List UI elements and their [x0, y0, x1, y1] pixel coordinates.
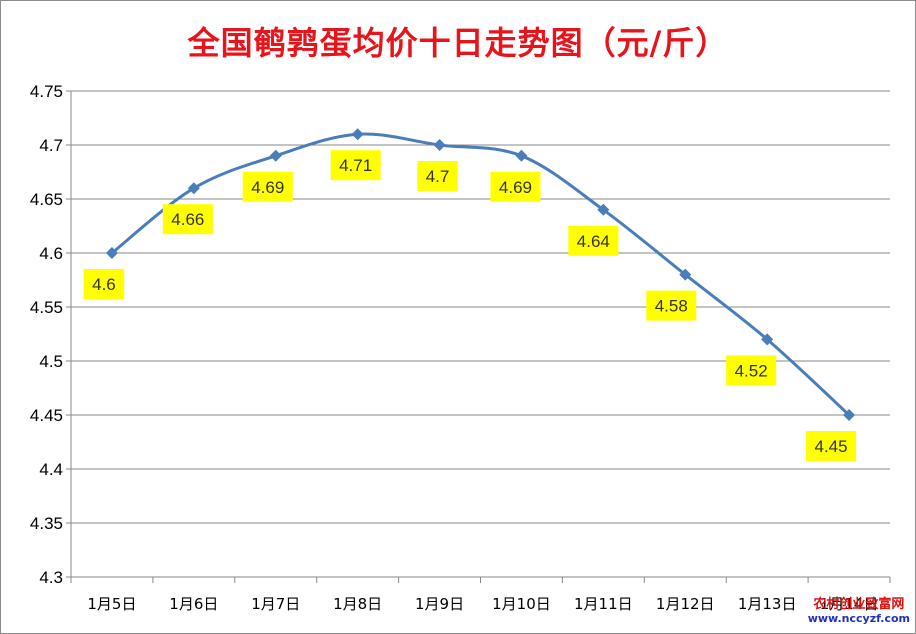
data-label: 4.6 — [92, 275, 116, 294]
data-point — [105, 247, 118, 259]
data-point — [843, 409, 856, 421]
y-tick-label: 4.35 — [30, 514, 63, 533]
watermark: 农村创业致富网 www.nccyzf.com — [808, 598, 910, 626]
y-tick-label: 4.65 — [30, 190, 63, 209]
data-label-box — [646, 290, 697, 321]
y-tick-label: 4.5 — [39, 352, 63, 371]
data-label: 4.52 — [735, 361, 768, 380]
x-tick-label: 1月14日 — [820, 595, 879, 613]
data-label-box — [726, 355, 777, 386]
data-label: 4.71 — [339, 156, 372, 175]
data-label: 4.45 — [815, 437, 848, 456]
y-tick-label: 4.45 — [30, 406, 63, 425]
data-label-box — [490, 171, 541, 202]
data-label-box — [417, 161, 458, 191]
y-tick-label: 4.3 — [39, 568, 63, 587]
x-tick-label: 1月9日 — [415, 595, 464, 613]
data-label: 4.66 — [171, 210, 204, 229]
x-tick-label: 1月12日 — [656, 595, 715, 613]
data-point — [761, 333, 774, 346]
data-point — [187, 182, 200, 195]
data-point — [515, 149, 528, 162]
data-label: 4.64 — [577, 232, 610, 251]
watermark-name: 农村创业致富网 — [813, 597, 905, 612]
data-label-box — [242, 171, 293, 202]
x-tick-label: 1月7日 — [251, 595, 300, 613]
data-label-box — [162, 204, 213, 235]
data-label: 4.7 — [426, 167, 450, 186]
x-tick-label: 1月6日 — [169, 595, 218, 613]
y-tick-label: 4.55 — [30, 298, 63, 317]
x-tick-label: 1月8日 — [333, 595, 382, 613]
x-tick-label: 1月13日 — [738, 595, 797, 613]
watermark-url: www.nccyzf.com — [807, 612, 910, 625]
series-line — [111, 132, 851, 417]
data-point — [351, 128, 364, 141]
x-tick-label: 1月5日 — [87, 595, 136, 613]
y-tick-label: 4.6 — [39, 244, 63, 263]
x-tick-label: 1月11日 — [574, 595, 633, 613]
y-tick-label: 4.75 — [30, 82, 63, 101]
data-point — [679, 268, 692, 281]
data-label-box — [568, 225, 619, 256]
data-label: 4.58 — [655, 297, 688, 316]
data-point — [597, 203, 610, 216]
data-label-box — [806, 431, 857, 461]
data-point — [269, 149, 282, 162]
data-label: 4.69 — [499, 178, 532, 197]
data-label-box — [83, 269, 125, 299]
chart-title: 全国鹌鹑蛋均价十日走势图（元/斤） — [187, 24, 729, 62]
x-tick-label: 1月10日 — [492, 595, 551, 613]
y-tick-label: 4.7 — [39, 136, 63, 155]
y-tick-label: 4.4 — [39, 460, 63, 479]
data-label: 4.69 — [251, 178, 284, 197]
data-label-box — [330, 150, 381, 181]
data-point — [433, 139, 446, 151]
